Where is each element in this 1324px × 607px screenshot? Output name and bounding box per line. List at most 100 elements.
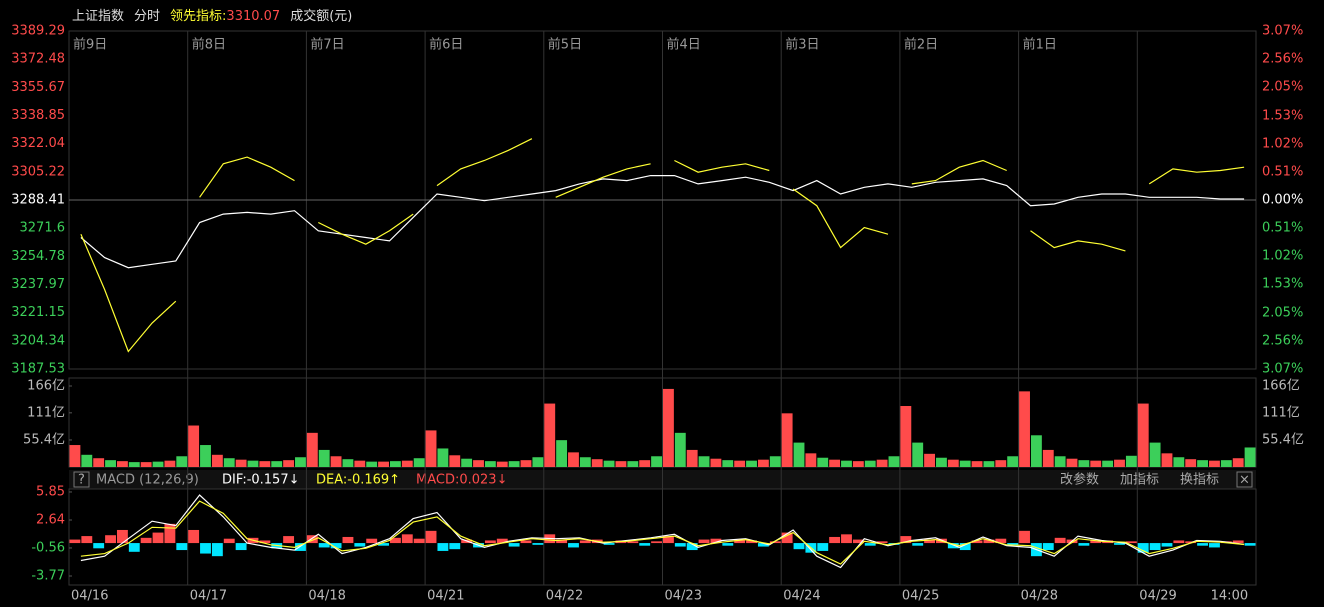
macd-bar [259,540,271,544]
help[interactable]: ? [78,473,85,488]
volume-bar [366,461,378,467]
macd-bar [876,541,888,544]
y2-tick-label: 1.53% [1262,108,1303,123]
macd-bar [378,543,389,546]
macd-bar [912,543,924,546]
close[interactable]: × [1239,473,1250,488]
macd-bar [532,543,544,545]
volume-bar [496,461,508,467]
macd-bar [757,543,769,547]
macd-bar [627,541,639,544]
macd-bar [579,540,591,544]
macd-bar [366,538,378,544]
day-label: 前8日 [192,37,226,53]
volume-bar [520,460,532,467]
volume-bar [378,461,389,467]
macd-bar [1007,543,1019,546]
y2-tick-label: 2.56% [1262,52,1303,67]
index-name: 上证指数 [72,9,124,24]
volume-bar [734,460,746,467]
volume-bar [603,460,615,467]
volume-bar [1244,447,1256,467]
help-box[interactable] [73,471,90,488]
button[interactable]: 改参数 [1060,472,1099,488]
vol-tick-label: 166亿 [27,379,65,394]
volume-bar [128,462,140,467]
dif-line [80,494,1245,569]
macd-bar [959,543,971,551]
macd-bar [1090,540,1102,544]
volume-bar [437,448,449,467]
date-label: 04/24 [783,589,820,604]
y2-tick-label: 1.02% [1262,249,1303,264]
macd-bar [686,543,698,551]
volume-bar [864,460,876,467]
y-tick-label: 3355.67 [11,80,65,95]
price-line [80,175,1245,269]
volume-bar [1185,459,1197,467]
macd-label: MACD:0.023↓ [416,473,507,488]
close-box[interactable] [1236,471,1253,488]
volume-bar [532,457,544,467]
volume-bar [401,460,413,467]
y-tick-label: 3322.04 [11,136,65,151]
macd-bar [829,536,841,544]
volume-bar [306,432,318,467]
macd-bar [983,539,995,544]
volume-bar [1090,460,1102,467]
volume-bar [722,460,734,467]
volume-bar [852,461,864,467]
volume-bar [1042,449,1054,467]
volume-bar [461,458,473,467]
volume-bar [639,460,651,467]
macd-bar [698,539,710,544]
volume-bar [959,460,971,467]
y-tick-label: 3389.29 [11,24,65,39]
date-label: 04/25 [902,589,939,604]
date-label: 04/28 [1021,589,1058,604]
volume-bar [235,459,247,467]
macd-bar [484,540,496,544]
macd-bar [520,540,532,544]
date-label: 04/29 [1139,589,1176,604]
y2-tick-label: 3.07% [1262,24,1303,39]
volume-bar [116,461,128,467]
macd-bar [176,543,188,551]
macd-bar [223,538,235,544]
volume-bar [176,456,188,467]
volume-bar [888,456,900,467]
date-label: 04/21 [427,589,464,604]
volume-bar [1114,459,1125,467]
button[interactable]: 加指标 [1120,473,1159,488]
macd-bar [318,543,330,548]
macd-bar [947,543,959,549]
macd-bar [781,532,793,544]
volume-bar [188,425,200,467]
macd-bar [211,543,223,557]
macd-bar [508,543,520,547]
macd-bar [425,530,437,544]
volume-bar [247,460,259,467]
lead-line [80,233,177,353]
macd-bar [354,543,366,547]
lead-line [318,213,414,245]
macd-bar [971,540,983,544]
y-tick-label: 3372.48 [11,52,65,67]
macd-bar [663,536,674,544]
day-label: 前1日 [1023,37,1057,53]
macd-bar [342,536,354,544]
y-tick-label: 3221.15 [11,305,65,320]
time-label: 14:00 [1211,589,1248,604]
volume-bar [1007,456,1019,467]
volume-bar [1232,458,1244,467]
date-label: 04/17 [190,589,227,604]
volume-bar [829,459,841,467]
volume-bar [1054,456,1066,467]
day-label: 前4日 [667,37,701,53]
volume-bar [544,403,556,467]
volume-bar [318,449,330,467]
vol-tick-label-right: 166亿 [1262,379,1300,394]
macd-bar [235,543,247,551]
button[interactable]: 换指标 [1180,473,1219,488]
